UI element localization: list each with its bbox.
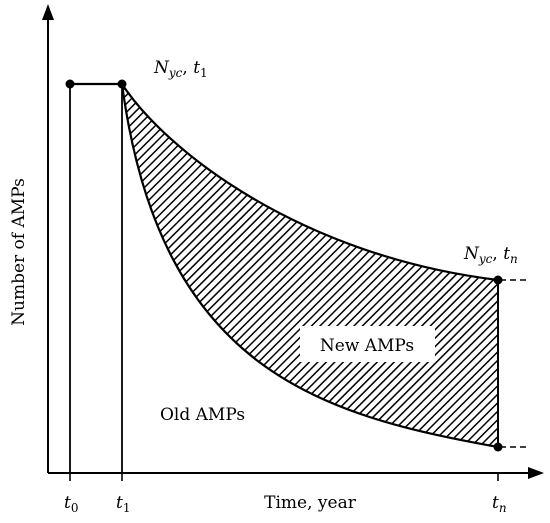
tick-label-t1: t1 bbox=[116, 493, 130, 515]
top-point-annotation: Nyc, t1 bbox=[153, 58, 208, 80]
tick-label-t0: t0 bbox=[64, 493, 78, 515]
point-t1-top bbox=[117, 79, 127, 89]
lower-curve bbox=[120, 83, 499, 449]
y-axis-label: Number of AMPs bbox=[9, 178, 29, 326]
new-amps-label: New AMPs bbox=[320, 336, 414, 356]
point-tn-upper bbox=[493, 275, 503, 285]
x-axis-arrow bbox=[528, 467, 544, 479]
y-axis-arrow bbox=[42, 4, 54, 20]
old-amps-label: Old AMPs bbox=[160, 405, 245, 425]
upper-curve bbox=[121, 83, 499, 282]
x-axis-label: Time, year bbox=[264, 493, 357, 513]
point-t0-top bbox=[65, 79, 75, 89]
tick-label-tn: tn bbox=[492, 493, 507, 515]
new-amps-label-box bbox=[300, 326, 435, 362]
point-tn-lower bbox=[493, 442, 503, 452]
end-point-annotation: Nyc, tn bbox=[463, 244, 518, 266]
